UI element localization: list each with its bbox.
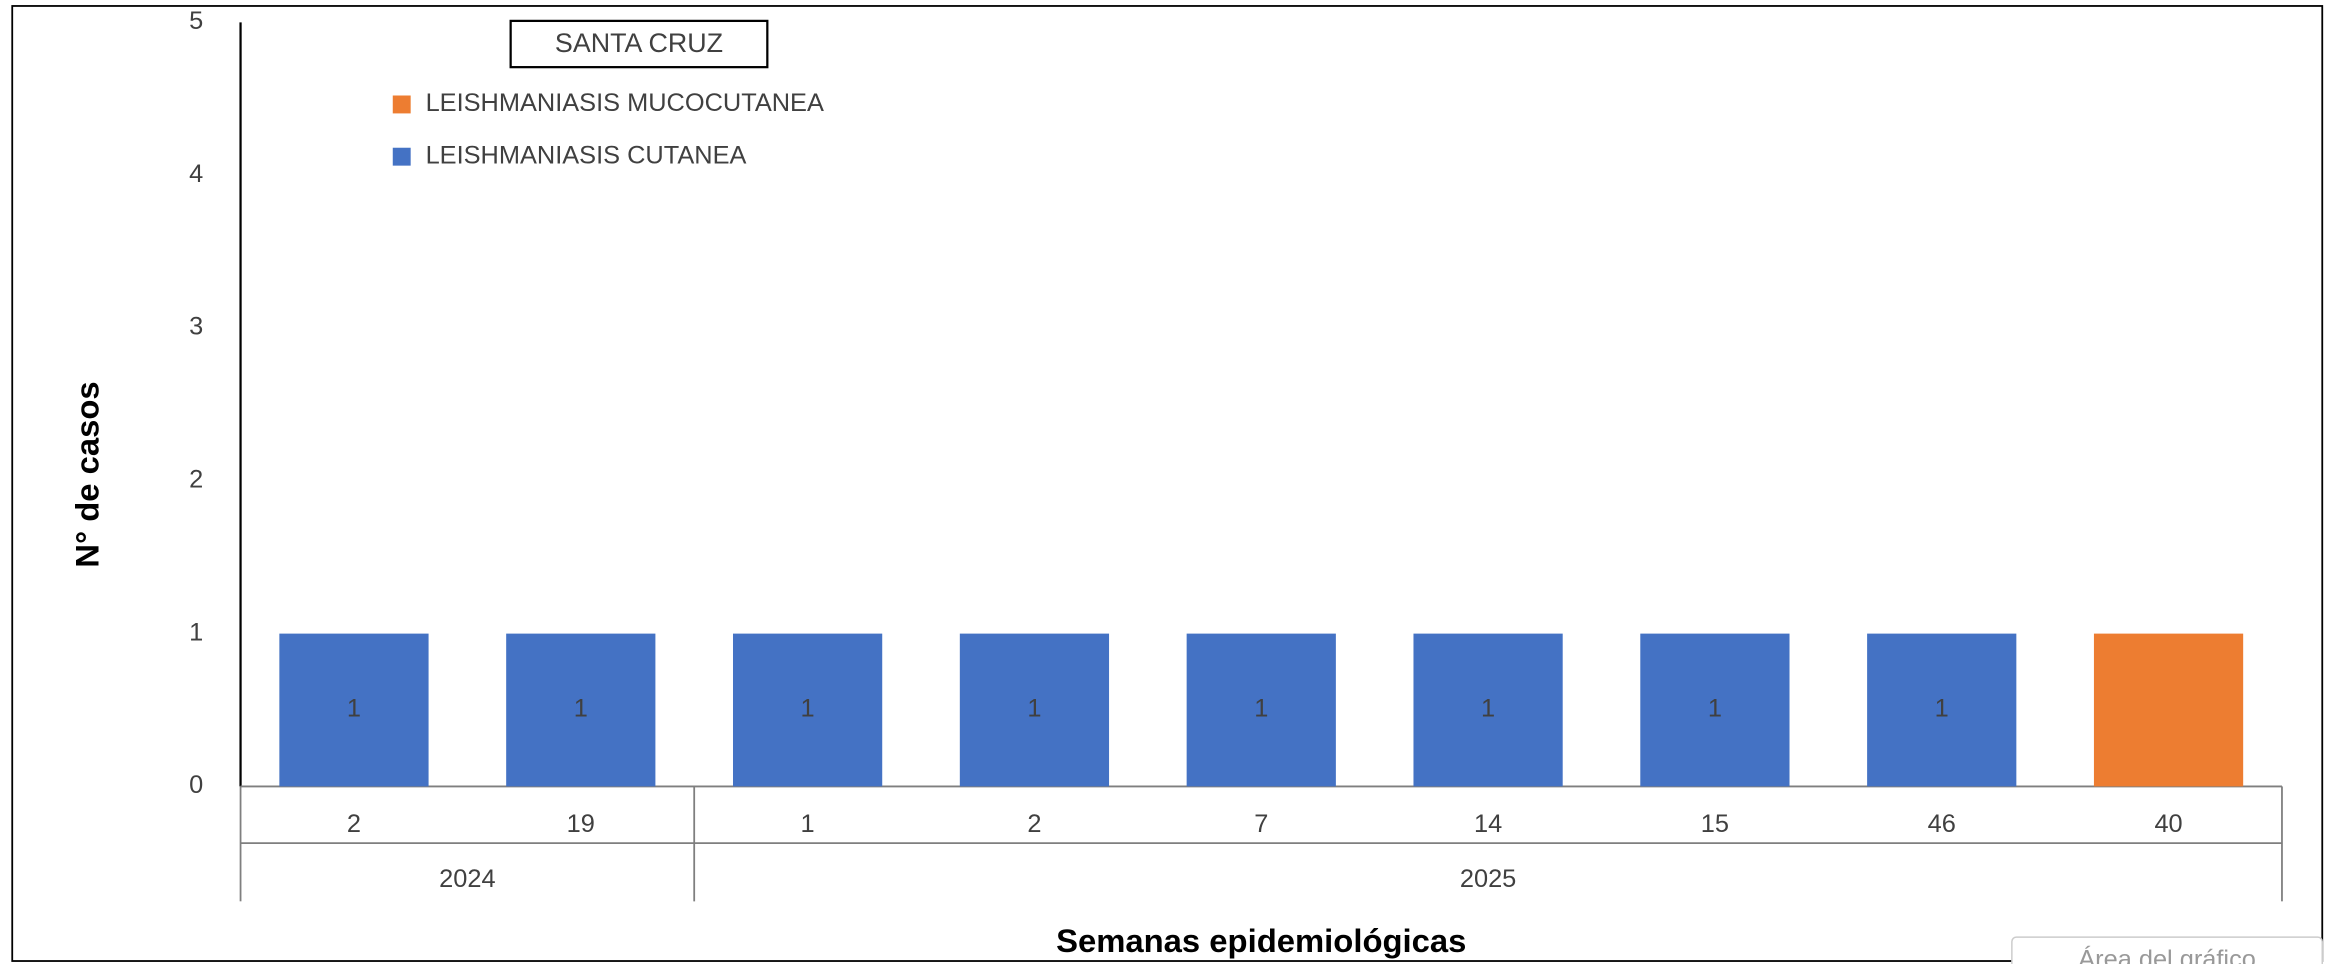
bar bbox=[959, 633, 1110, 787]
x-tick-label: 40 bbox=[2154, 810, 2182, 838]
bar bbox=[1186, 633, 1336, 787]
legend-label: LEISHMANIASIS MUCOCUTANEA bbox=[426, 89, 824, 117]
x-tick-label: 1 bbox=[801, 810, 815, 838]
tooltip-box bbox=[2011, 936, 2324, 964]
y-axis-title: N° de casos bbox=[69, 381, 106, 567]
data-label: 1 bbox=[1935, 695, 1949, 723]
x-tick-label: 46 bbox=[1928, 810, 1956, 838]
bar bbox=[2093, 633, 2244, 787]
tooltip: Área del gráfico bbox=[2078, 945, 2256, 964]
data-label: 1 bbox=[574, 695, 588, 723]
x-tick-label: 2 bbox=[1027, 810, 1041, 838]
chart-title: SANTA CRUZ bbox=[555, 28, 723, 58]
y-tick-label: 4 bbox=[189, 160, 203, 188]
x-tick-label: 15 bbox=[1701, 810, 1729, 838]
data-label: 1 bbox=[1027, 695, 1041, 723]
x-tick-label: 2 bbox=[347, 810, 361, 838]
data-label: 1 bbox=[347, 695, 361, 723]
x-axis-title: Semanas epidemiológicas bbox=[1056, 922, 1466, 959]
x-group-label: 2024 bbox=[439, 865, 495, 893]
legend-swatch bbox=[392, 95, 411, 114]
x-tick-label: 14 bbox=[1474, 810, 1502, 838]
data-label: 1 bbox=[801, 695, 815, 723]
y-tick-label: 1 bbox=[189, 618, 203, 646]
bar bbox=[279, 633, 429, 787]
y-tick-label: 0 bbox=[189, 771, 203, 799]
y-tick-label: 3 bbox=[189, 313, 203, 341]
y-tick-label: 5 bbox=[189, 7, 203, 35]
bar bbox=[506, 633, 656, 787]
y-tick-label: 2 bbox=[189, 466, 203, 494]
x-group-label: 2025 bbox=[1460, 865, 1516, 893]
bar bbox=[1640, 633, 1790, 787]
title-box bbox=[509, 19, 769, 69]
data-label: 1 bbox=[1708, 695, 1722, 723]
x-tick-label: 19 bbox=[567, 810, 595, 838]
bar bbox=[1413, 633, 1563, 787]
data-label: 1 bbox=[1254, 695, 1268, 723]
x-tick-label: 7 bbox=[1254, 810, 1268, 838]
bar bbox=[1867, 633, 2017, 787]
legend-label: LEISHMANIASIS CUTANEA bbox=[426, 141, 747, 169]
legend-swatch bbox=[392, 147, 411, 166]
data-label: 1 bbox=[1481, 695, 1495, 723]
bar bbox=[732, 633, 883, 787]
